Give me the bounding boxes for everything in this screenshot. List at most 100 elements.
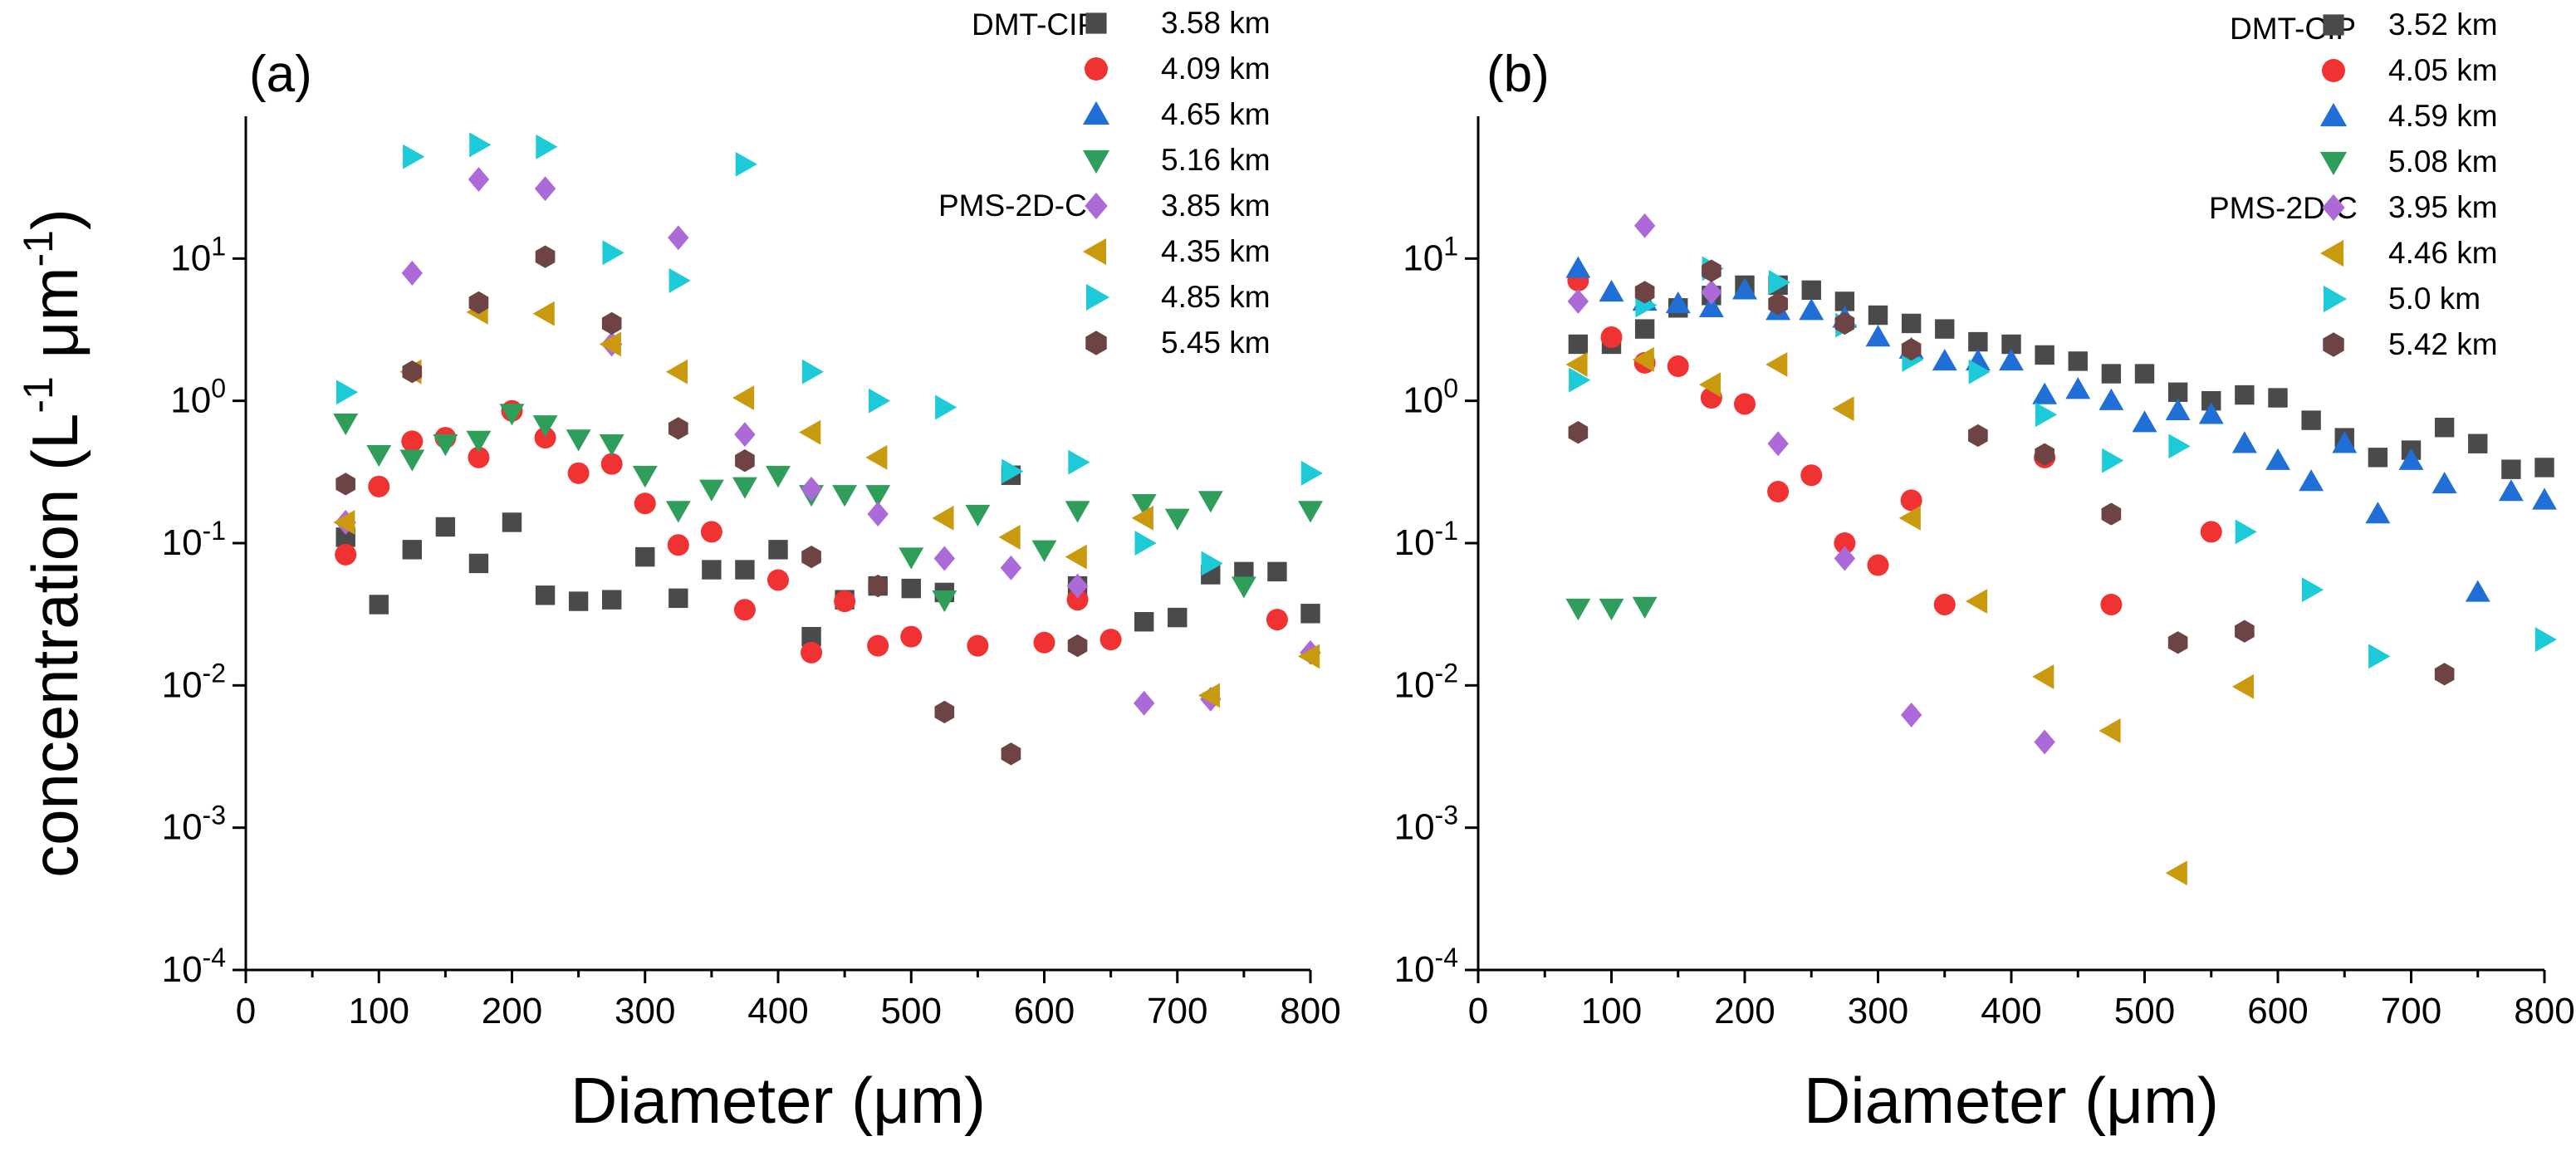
x-tick-label: 100	[1581, 991, 1642, 1031]
data-point	[499, 404, 525, 426]
data-point	[665, 501, 691, 523]
data-point	[665, 359, 688, 384]
data-point	[2299, 469, 2324, 492]
data-point	[1067, 634, 1088, 658]
data-point	[1065, 544, 1087, 570]
data-point	[1033, 631, 1055, 654]
panel-label: (b)	[1486, 46, 1550, 103]
data-point	[767, 569, 789, 591]
legend-marker	[2319, 102, 2348, 127]
legend-label: 5.08 km	[2388, 144, 2498, 179]
y-tick-label: 10-3	[1394, 801, 1458, 848]
data-point	[366, 445, 392, 468]
data-point	[2332, 431, 2358, 453]
series-3.58-km	[335, 465, 1320, 647]
data-point	[1701, 279, 1722, 305]
data-point	[932, 505, 954, 531]
data-point	[1768, 270, 1791, 295]
data-point	[799, 419, 821, 445]
legend-label: 5.45 km	[1161, 326, 1271, 360]
data-point	[535, 245, 556, 268]
data-point	[1002, 458, 1024, 484]
data-point	[1901, 338, 1922, 361]
data-point	[734, 422, 756, 448]
data-point	[998, 524, 1021, 550]
data-point	[702, 560, 722, 580]
data-point	[1968, 359, 1991, 384]
data-point	[433, 434, 458, 457]
legend-marker	[2323, 14, 2344, 36]
data-point	[868, 388, 891, 414]
data-point	[2235, 384, 2255, 405]
legend-marker	[1085, 331, 1107, 355]
data-point	[2468, 433, 2488, 453]
data-point	[2168, 433, 2191, 459]
data-point	[335, 380, 359, 405]
legend-marker	[2323, 332, 2344, 357]
data-point	[698, 479, 724, 502]
y-tick-label: 101	[1403, 231, 1458, 278]
data-point	[599, 434, 624, 457]
data-point	[402, 360, 423, 384]
data-point	[935, 394, 957, 420]
data-point	[933, 546, 956, 571]
data-point	[2265, 448, 2290, 470]
x-tick-label: 600	[1014, 991, 1075, 1031]
data-point	[668, 417, 688, 440]
data-point	[2501, 459, 2521, 479]
x-tick-label: 0	[1468, 991, 1488, 1031]
data-point	[1567, 288, 1589, 314]
data-point	[2099, 388, 2124, 410]
data-point	[333, 413, 359, 436]
x-tick-label: 600	[2247, 991, 2308, 1031]
data-point	[1134, 612, 1154, 632]
data-point	[1565, 598, 1591, 621]
data-point	[1765, 351, 1788, 377]
data-point	[2235, 519, 2257, 545]
legend-group-title: PMS-2D-C	[938, 189, 1087, 223]
data-point	[1698, 372, 1721, 398]
data-point	[1767, 481, 1790, 503]
series-5.42-km	[1568, 259, 2455, 686]
data-point	[735, 449, 755, 473]
data-point	[1565, 351, 1588, 377]
data-point	[568, 591, 589, 611]
data-point	[435, 517, 456, 537]
data-point	[566, 429, 591, 452]
data-point	[1867, 554, 1889, 576]
panel-label: (a)	[249, 46, 312, 103]
data-point	[399, 449, 425, 472]
data-point	[2035, 345, 2054, 365]
data-point	[1767, 431, 1789, 457]
data-point	[2099, 718, 2121, 743]
data-point	[1300, 604, 1320, 624]
legend-marker	[1082, 149, 1110, 174]
data-point	[1900, 489, 1922, 512]
data-point	[2034, 729, 2055, 755]
series-5.16-km	[333, 404, 1323, 613]
series-4.59-km	[1565, 256, 2557, 602]
data-point	[2167, 382, 2188, 402]
data-point	[1099, 629, 1122, 651]
data-point	[801, 641, 823, 664]
data-point	[735, 560, 755, 580]
data-point	[1031, 540, 1057, 562]
data-point	[766, 466, 791, 488]
data-point	[632, 466, 658, 488]
data-point	[1133, 690, 1155, 716]
data-point	[2101, 502, 2122, 526]
data-point	[567, 462, 590, 484]
data-point	[1968, 331, 1988, 352]
data-point	[1298, 644, 1320, 669]
legend-marker	[1085, 12, 1107, 34]
data-point	[1901, 313, 1922, 334]
data-point	[1799, 298, 1824, 321]
data-point	[1800, 464, 1823, 487]
y-tick-label: 10-4	[1394, 943, 1458, 990]
data-point	[1300, 460, 1323, 486]
legend-marker	[1085, 283, 1110, 311]
data-point	[335, 527, 355, 547]
series-4.46-km	[1565, 347, 2255, 886]
data-point	[900, 625, 923, 648]
